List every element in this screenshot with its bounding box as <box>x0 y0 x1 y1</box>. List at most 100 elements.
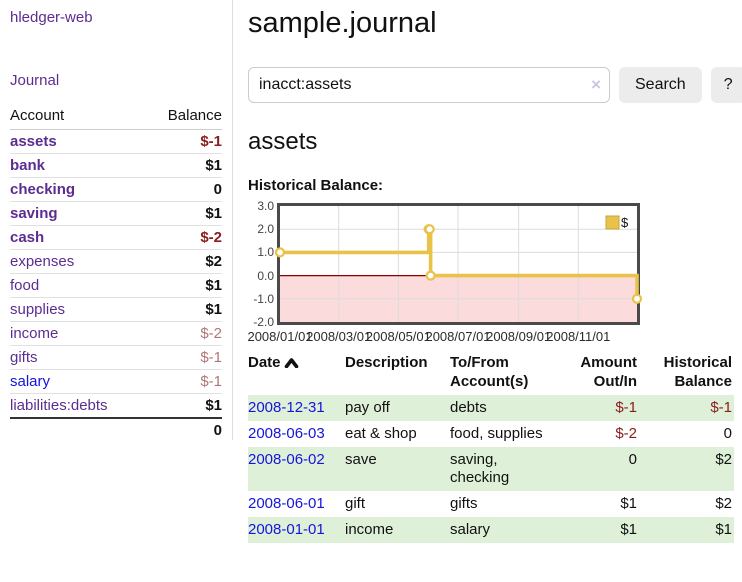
transaction-description: gift <box>345 495 366 512</box>
transaction-amount: 0 <box>628 451 637 468</box>
account-balance: $-1 <box>200 133 222 150</box>
search-input[interactable] <box>248 67 610 103</box>
txn-header-description: Description <box>345 354 428 371</box>
transaction-description: pay off <box>345 399 390 416</box>
account-link[interactable]: food <box>10 277 40 294</box>
transaction-date-link[interactable]: 2008-06-03 <box>248 425 325 442</box>
account-row: assets $-1 <box>10 130 222 154</box>
transaction-amount: $-1 <box>615 399 637 416</box>
transaction-date-link[interactable]: 2008-01-01 <box>248 521 325 538</box>
transaction-date-link[interactable]: 2008-12-31 <box>248 399 325 416</box>
x-axis-tick-label: 2008/05/01 <box>365 329 431 344</box>
account-balance: $-2 <box>146 321 222 346</box>
account-row: expenses $2 <box>10 249 222 274</box>
sort-ascending-icon <box>284 358 298 369</box>
txn-header-date[interactable]: Date <box>248 351 345 395</box>
page-title: sample.journal <box>248 7 437 39</box>
transaction-amount: $1 <box>620 495 637 512</box>
account-link[interactable]: saving <box>10 205 58 222</box>
account-balance: $-2 <box>146 225 222 250</box>
y-axis-tick-label: 1.0 <box>257 245 274 260</box>
x-axis-tick-label: 2008/07/01 <box>425 329 491 344</box>
account-balance: $-1 <box>146 345 222 370</box>
transaction-accounts: debts <box>450 399 487 416</box>
transaction-row: 2008-12-31 pay off debts $-1 $-1 <box>248 395 734 421</box>
account-balance: $-1 <box>146 369 222 394</box>
account-link[interactable]: supplies <box>10 301 66 318</box>
account-link[interactable]: expenses <box>10 253 75 270</box>
account-link[interactable]: gifts <box>10 349 38 366</box>
transaction-description: save <box>345 451 377 468</box>
txn-header-accounts: To/From Account(s) <box>450 354 529 390</box>
transaction-balance: $1 <box>715 521 732 538</box>
y-axis-tick-label: -2.0 <box>253 315 274 329</box>
accounts-table: Account Balance assets $-1 bank $1 checking 0… <box>10 103 222 442</box>
account-balance: $1 <box>146 297 222 322</box>
account-balance: $1 <box>146 393 222 418</box>
account-balance: $1 <box>146 273 222 298</box>
account-row: income $-2 <box>10 321 222 346</box>
transaction-row: 2008-06-02 save saving, checking 0 $2 <box>248 447 734 491</box>
x-axis-tick-label: 2008/03/01 <box>306 329 372 344</box>
transaction-amount: $-2 <box>615 425 637 442</box>
sidebar-item-journal[interactable]: Journal <box>10 72 60 89</box>
account-link[interactable]: checking <box>10 181 76 198</box>
x-axis-tick-label: 2008/01/01 <box>247 329 313 344</box>
transaction-balance: $2 <box>715 495 732 512</box>
account-link[interactable]: liabilities:debts <box>10 397 108 414</box>
transactions-table: Date Description To/From Account(s) Amou… <box>248 351 734 543</box>
chart-title: Historical Balance: <box>248 177 384 194</box>
account-balance: $1 <box>146 153 222 178</box>
account-row: gifts $-1 <box>10 345 222 370</box>
account-link[interactable]: cash <box>10 229 45 246</box>
txn-header-balance: Historical Balance <box>663 354 732 390</box>
transaction-accounts: gifts <box>450 495 478 512</box>
main-content: sample.journal × Search ? assets Histori… <box>247 0 742 543</box>
chart-plot-area: $ <box>274 203 643 325</box>
account-row: cash $-2 <box>10 225 222 250</box>
account-row: liabilities:debts $1 <box>10 393 222 418</box>
app-brand-link[interactable]: hledger-web <box>10 9 93 26</box>
account-link[interactable]: salary <box>10 373 51 390</box>
transaction-balance: $-1 <box>710 399 732 416</box>
y-axis-tick-label: -1.0 <box>253 291 274 306</box>
svg-text:$: $ <box>621 215 629 230</box>
account-link[interactable]: assets <box>10 133 57 150</box>
account-balance: $1 <box>146 201 222 226</box>
clear-search-icon[interactable]: × <box>591 75 601 94</box>
search-form: × Search ? <box>248 67 742 103</box>
transaction-description: income <box>345 521 394 538</box>
account-heading: assets <box>248 128 318 155</box>
account-row: supplies $1 <box>10 297 222 322</box>
balance-chart: $ 3.0 2.0 1.0 0.0 -1.0 -2.0 2008/01/01 2008/03/… <box>247 199 742 346</box>
accounts-total-row: 0 <box>10 417 222 442</box>
transaction-accounts: salary <box>450 521 491 538</box>
transaction-row: 2008-06-03 eat & shop food, supplies $-2 0 <box>248 421 734 447</box>
x-axis-tick-label: 2008/09/01 <box>486 329 552 344</box>
transaction-balance: $2 <box>715 451 732 468</box>
transaction-date-link[interactable]: 2008-06-01 <box>248 495 325 512</box>
txn-header-amount: Amount Out/In <box>580 354 637 390</box>
y-axis-tick-label: 3.0 <box>257 199 274 213</box>
accounts-total-value: 0 <box>146 417 222 442</box>
x-axis-tick-label: 2008/11/01 <box>546 329 611 344</box>
account-link[interactable]: bank <box>10 157 46 174</box>
transaction-balance: 0 <box>723 425 732 442</box>
account-link[interactable]: income <box>10 325 59 342</box>
accounts-header-balance: Balance <box>146 103 222 130</box>
transaction-date-link[interactable]: 2008-06-02 <box>248 451 325 468</box>
transaction-row: 2008-01-01 income salary $1 $1 <box>248 517 734 543</box>
transaction-description: eat & shop <box>345 425 417 442</box>
search-button[interactable]: Search <box>619 67 702 103</box>
account-row: bank $1 <box>10 153 222 178</box>
account-balance: $2 <box>146 249 222 274</box>
sidebar: hledger-web Journal Account Balance asse… <box>0 0 233 442</box>
transaction-accounts: food, supplies <box>450 425 543 442</box>
transaction-row: 2008-06-01 gift gifts $1 $2 <box>248 491 734 517</box>
y-axis-tick-label: 0.0 <box>257 268 274 283</box>
help-button[interactable]: ? <box>710 67 742 103</box>
transaction-accounts: saving, checking <box>450 451 510 486</box>
accounts-header-account: Account <box>10 103 147 130</box>
account-row: food $1 <box>10 273 222 298</box>
account-balance: 0 <box>146 177 222 202</box>
